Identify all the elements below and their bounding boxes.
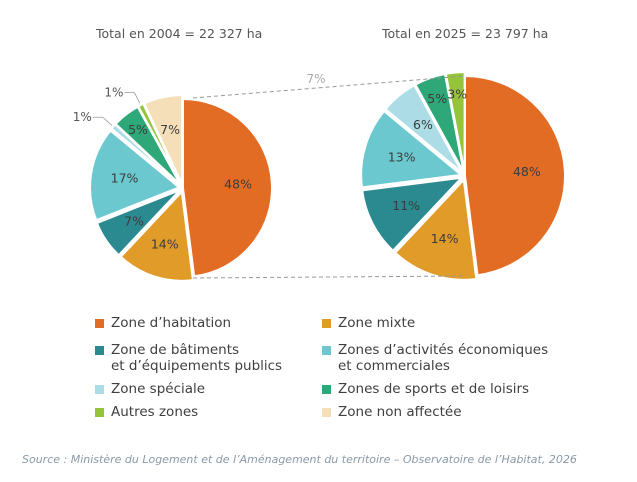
- slice-zone-speciale: [383, 83, 464, 174]
- legend-label: Zone mixte: [338, 315, 416, 331]
- slice-label-zone-speciale: 6%: [413, 117, 433, 132]
- slice-zone-mixte: [393, 177, 478, 281]
- legend-label: Zone de bâtiments et d’équipements publi…: [111, 342, 283, 374]
- slice-zones-d-activites-economiques-et-commerciales: [360, 109, 464, 189]
- legend-item-zone-d-habitation: Zone d’habitation: [95, 315, 231, 331]
- connector-top: [192, 75, 466, 99]
- slice-zone-de-batiments-et-d-equipements-publics: [361, 176, 465, 253]
- pie-1: 48% 14% 11% 13% 6% 5% 3%: [360, 71, 566, 281]
- legend-item-zone-non-affectee: Zone non affectée: [322, 404, 462, 420]
- slice-label-zone-non-affectee: 7%: [160, 122, 180, 137]
- legend-swatch: [95, 319, 104, 328]
- connector-bottom: [192, 275, 466, 279]
- chart-title-2004: Total en 2004 = 22 327 ha: [96, 26, 263, 41]
- slice-zone-non-affectee: [142, 94, 184, 185]
- slice-autres-zones: [444, 71, 466, 173]
- legend-item-autres-zones: Autres zones: [95, 404, 198, 420]
- slice-label-zones-de-sports-et-de-loisirs: 5%: [128, 122, 148, 137]
- legend-label: Autres zones: [111, 404, 199, 420]
- legend-item-zones-d-activites-economiques-et-commerciales: Zones d’activités économiques et commerc…: [322, 342, 548, 374]
- connector-label: 7%: [306, 72, 325, 86]
- slice-zones-d-activites-economiques-et-commerciales: [89, 129, 181, 222]
- legend-item-zone-de-batiments-et-d-equipements-publics: Zone de bâtiments et d’équipements publi…: [95, 342, 282, 374]
- slice-zones-de-sports-et-de-loisirs: [414, 72, 465, 173]
- legend-label: Zone non affectée: [338, 404, 462, 420]
- slice-label-zone-speciale: 1%: [73, 110, 92, 124]
- legend-item-zone-speciale: Zone spéciale: [95, 381, 205, 397]
- legend-swatch: [322, 408, 331, 417]
- slice-zone-d-habitation: [182, 97, 273, 278]
- slice-label-zones-de-sports-et-de-loisirs: 5%: [427, 91, 447, 106]
- legend-label: Zone d’habitation: [111, 315, 232, 331]
- slice-label-zones-d-activites-economiques-et-commerciales: 13%: [388, 150, 416, 165]
- source-note: Source : Ministère du Logement et de l’A…: [22, 453, 577, 466]
- legend-swatch: [95, 346, 104, 355]
- slice-label-zone-mixte: 14%: [151, 236, 179, 251]
- slice-label-zone-mixte: 14%: [431, 231, 459, 246]
- legend-item-zone-mixte: Zone mixte: [322, 315, 415, 331]
- chart-title-2025: Total en 2025 = 23 797 ha: [382, 26, 549, 41]
- legend-label: Zones d’activités économiques et commerc…: [338, 342, 549, 374]
- slice-label-zone-de-batiments-et-d-equipements-publics: 11%: [392, 198, 420, 213]
- leader-line: [124, 92, 141, 104]
- leader-line: [92, 116, 113, 126]
- slice-label-autres-zones: 1%: [104, 86, 123, 100]
- slice-label-zones-d-activites-economiques-et-commerciales: 17%: [111, 171, 139, 186]
- pie-charts: 48%14%7%17%1%5%1%7%48%14%11%13%6%5% 3%7%: [73, 71, 566, 282]
- pie-0: 48% 14% 7% 17% 1% 5% 1% 7%: [73, 86, 273, 282]
- legend-swatch: [95, 408, 104, 417]
- legend-swatch: [95, 385, 104, 394]
- slice-label-zone-d-habitation: 48%: [513, 164, 541, 179]
- slice-label-autres-zones: 3%: [447, 86, 467, 101]
- slice-label-zone-de-batiments-et-d-equipements-publics: 7%: [124, 213, 144, 228]
- legend-swatch: [322, 385, 331, 394]
- slice-zone-de-batiments-et-d-equipements-publics: [95, 189, 181, 257]
- slice-zone-d-habitation: [464, 74, 566, 277]
- legend-item-zones-de-sports-et-de-loisirs: Zones de sports et de loisirs: [322, 381, 529, 397]
- legend-swatch: [322, 346, 331, 355]
- slice-zone-mixte: [119, 189, 195, 282]
- legend-label: Zones de sports et de loisirs: [338, 381, 530, 397]
- legend-swatch: [322, 319, 331, 328]
- slice-label-zone-d-habitation: 48%: [224, 177, 252, 192]
- legend-label: Zone spéciale: [111, 381, 206, 397]
